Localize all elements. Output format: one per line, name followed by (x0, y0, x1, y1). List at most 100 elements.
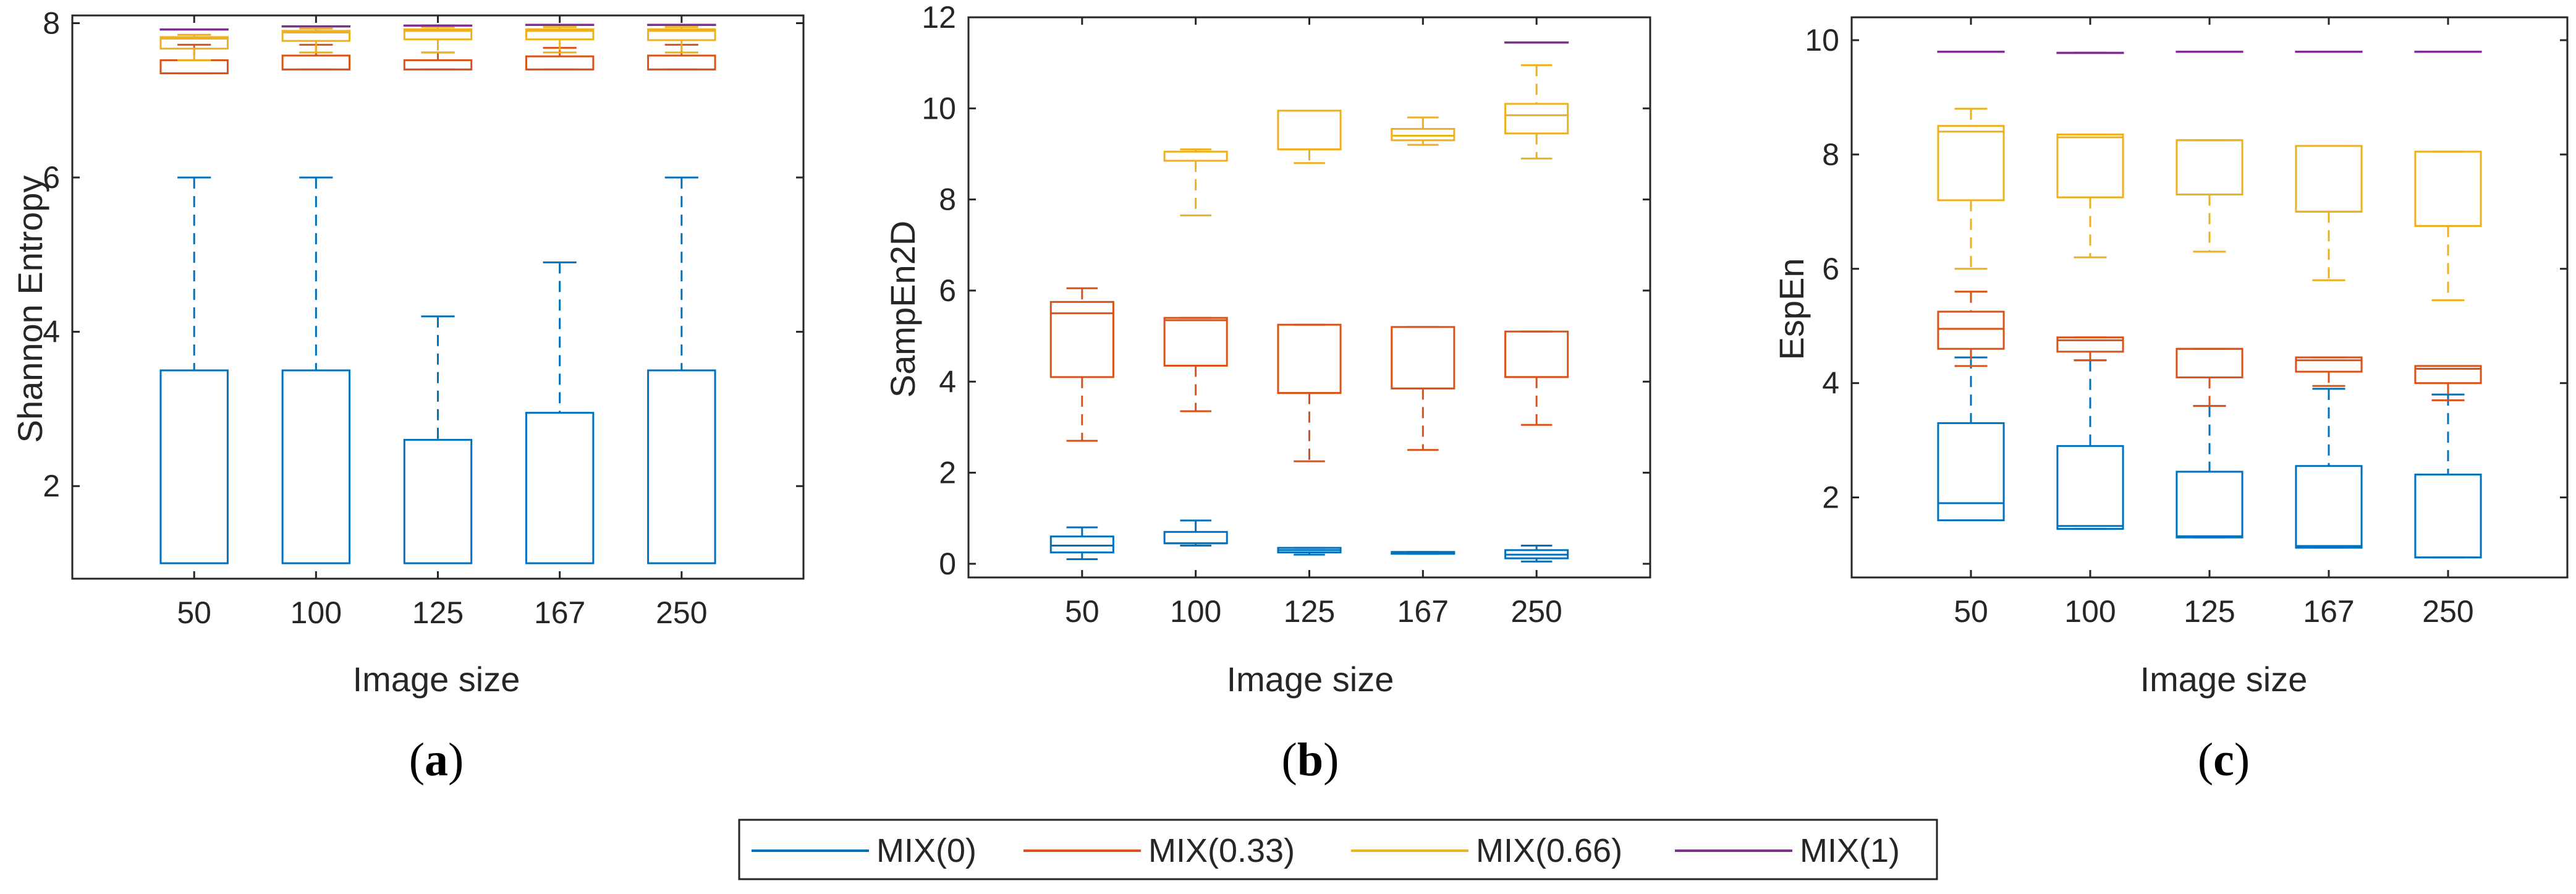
caption-b: (b) (1282, 734, 1339, 786)
box-c-mix0-125-iqr (2176, 470, 2243, 539)
box-a-mix066-50 (159, 33, 229, 61)
ytick-label-a-6: 6 (43, 160, 60, 195)
ytick-label-c-10: 10 (1805, 23, 1839, 57)
box-c-mix033-250-iqr (2414, 365, 2482, 385)
box-c-mix0-100-iqr (2056, 445, 2124, 530)
panel-a: 2 4 6 8 50 100 125 167 250 Image size Shannon En… (11, 6, 805, 786)
box-b-mix0-100 (1163, 519, 1228, 547)
box-c-mix066-100-iqr (2056, 134, 2124, 198)
box-c-mix033-50 (1937, 291, 2005, 367)
axes-frame-a (71, 14, 805, 580)
box-b-mix033-250 (1504, 330, 1569, 426)
box-b-mix066-167-iqr (1391, 127, 1455, 142)
box-c-mix0-250 (2414, 393, 2482, 559)
box-b-mix066-250-iqr (1504, 103, 1569, 135)
box-b-mix033-167-iqr (1391, 326, 1455, 390)
box-a-mix1-50 (159, 28, 229, 31)
box-c-mix033-100 (2056, 336, 2124, 362)
box-c-mix0-125 (2176, 405, 2243, 539)
xlabel-c: Image size (2140, 660, 2308, 699)
caption-a-letter: a (425, 734, 448, 786)
panel-b: 0 2 4 6 8 10 12 50 100 125 167 250 Image size SampE… (883, 0, 1651, 786)
box-a-mix0-125 (403, 315, 473, 564)
box-c-mix066-125 (2176, 139, 2243, 253)
box-c-mix033-167-iqr (2295, 356, 2363, 373)
box-a-mix066-167 (525, 26, 595, 54)
caption-c: (c) (2198, 734, 2250, 786)
box-a-mix0-50-iqr (159, 369, 229, 564)
legend-label-mix0: MIX(0) (876, 832, 977, 869)
xtick-label-a-167: 167 (534, 595, 585, 630)
xtick-label-a-50: 50 (177, 595, 211, 630)
box-c-mix0-167 (2295, 388, 2363, 549)
box-c-mix033-125 (2176, 347, 2243, 407)
ytick-label-b-8: 8 (939, 182, 956, 217)
ytick-label-a-4: 4 (43, 315, 60, 349)
box-a-mix033-167-iqr (525, 55, 595, 70)
box-a-mix1-100 (281, 25, 351, 28)
caption-c-letter: c (2213, 734, 2234, 786)
box-a-mix0-100 (281, 176, 351, 564)
xtick-label-a-125: 125 (412, 595, 464, 630)
box-b-mix066-250 (1504, 64, 1569, 160)
box-c-mix033-125-iqr (2176, 347, 2243, 378)
box-b-mix0-100-iqr (1163, 530, 1228, 545)
xtick-label-c-100: 100 (2064, 594, 2116, 629)
box-b-mix033-100-iqr (1163, 317, 1228, 367)
ylabel-c: EspEn (1772, 258, 1811, 360)
caption-a-open: ( (409, 734, 425, 786)
ytick-label-b-2: 2 (939, 456, 956, 490)
caption-b-close: ) (1323, 734, 1339, 786)
box-c-mix0-250-iqr (2414, 474, 2482, 559)
box-c-mix066-250-iqr (2414, 150, 2482, 227)
box-b-mix033-50-iqr (1049, 300, 1114, 378)
box-b-mix066-125-iqr (1277, 109, 1342, 151)
box-c-mix066-125-iqr (2176, 139, 2243, 196)
plot-area-a: 2 4 6 8 50 100 125 167 250 (43, 6, 805, 630)
box-b-mix0-250 (1504, 544, 1569, 563)
xtick-label-b-125: 125 (1284, 594, 1335, 629)
box-a-mix0-167-iqr (525, 412, 595, 564)
box-b-mix0-167 (1391, 551, 1455, 555)
box-a-mix033-250-iqr (647, 54, 716, 70)
ytick-label-a-2: 2 (43, 469, 60, 503)
ytick-label-c-4: 4 (1822, 366, 1839, 401)
box-c-mix066-250 (2414, 150, 2482, 302)
box-a-mix0-250 (647, 176, 716, 564)
plot-area-c: 2 4 6 8 10 50 100 125 167 250 (1805, 16, 2569, 629)
box-c-mix1-125 (2176, 50, 2243, 53)
box-c-mix033-167 (2295, 356, 2363, 387)
box-a-mix033-167 (525, 46, 595, 70)
box-c-mix033-100-iqr (2056, 336, 2124, 353)
box-a-mix033-125 (403, 51, 473, 70)
box-b-mix066-100 (1163, 148, 1228, 216)
xlabel-b: Image size (1227, 660, 1394, 699)
legend-label-mix033: MIX(0.33) (1148, 832, 1295, 869)
box-b-mix066-125 (1277, 109, 1342, 164)
ytick-label-b-6: 6 (939, 273, 956, 308)
box-c-mix066-100 (2056, 134, 2124, 258)
ytick-label-b-12: 12 (922, 0, 956, 35)
box-b-mix0-125 (1277, 547, 1342, 556)
box-a-mix1-125 (403, 24, 473, 27)
xtick-label-c-250: 250 (2422, 594, 2473, 629)
xtick-label-b-50: 50 (1065, 594, 1099, 629)
legend: MIX(0) MIX(0.33) MIX(0.66) MIX(1) (738, 819, 1938, 880)
xtick-label-c-50: 50 (1954, 594, 1988, 629)
box-a-mix066-167-iqr (525, 28, 595, 41)
axes-frame-b (967, 16, 1651, 579)
box-b-mix066-167 (1391, 116, 1455, 146)
xtick-label-b-167: 167 (1397, 594, 1449, 629)
ylabel-b: SampEn2D (883, 221, 922, 398)
box-a-mix066-100-iqr (281, 30, 351, 42)
xlabel-a: Image size (353, 660, 520, 699)
box-a-mix0-167 (525, 261, 595, 564)
xtick-label-a-250: 250 (656, 595, 707, 630)
box-c-mix066-50 (1937, 108, 2005, 270)
box-c-mix066-167 (2295, 145, 2363, 281)
box-c-mix1-50 (1937, 50, 2005, 53)
box-c-mix0-100 (2056, 359, 2124, 530)
box-c-mix066-50-iqr (1937, 125, 2005, 202)
box-a-mix066-125-iqr (403, 28, 473, 41)
box-b-mix033-125-iqr (1277, 323, 1342, 394)
